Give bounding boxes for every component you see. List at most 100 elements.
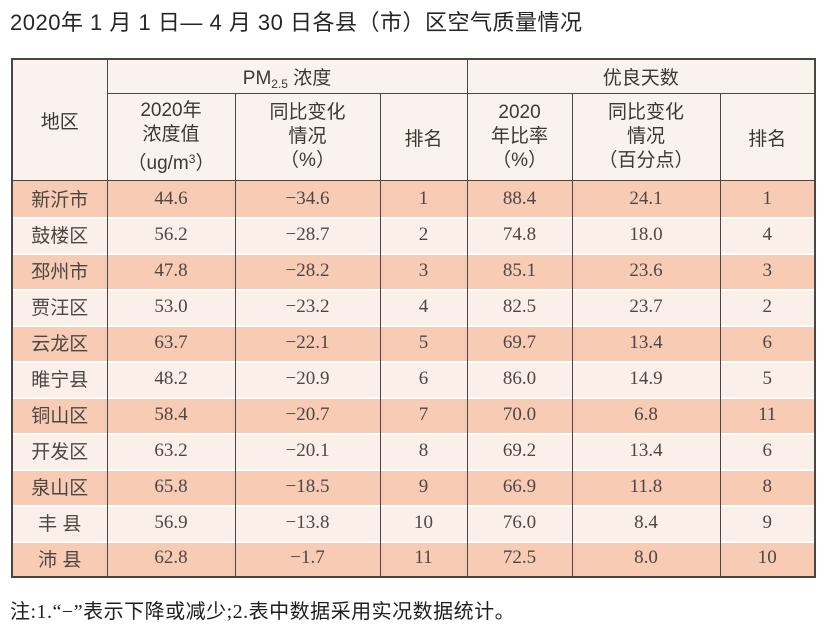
ratio_rank-cell: 6 [719, 432, 816, 469]
ratio-value-cell: 72.5 [466, 540, 573, 577]
page-title: 2020年 1 月 1 日— 4 月 30 日各县（市）区空气质量情况 [10, 10, 583, 35]
pm_change-cell: −13.8 [234, 504, 381, 541]
pm_change-cell: −20.9 [234, 360, 381, 397]
pm25-label-sub: 2.5 [271, 76, 288, 91]
pm_rank-cell: 8 [379, 432, 468, 469]
ratio-value-cell: 69.2 [466, 432, 573, 469]
pm25-label-suffix: 浓度 [287, 67, 332, 89]
ratio_rank-cell: 2 [719, 288, 816, 325]
good-change-header: 同比变化 情况 （百分点） [571, 93, 721, 181]
ratio-value-cell: 66.9 [466, 468, 573, 505]
pm_change-cell: −20.1 [234, 432, 381, 469]
region-cell: 睢宁县 [11, 360, 108, 397]
pm-value-cell: 63.2 [106, 432, 236, 469]
ratio_rank-cell: 5 [719, 360, 816, 397]
ratio_rank-cell: 6 [719, 324, 816, 361]
table-row: 贾汪区 53.0 −23.2 4 82.5 23.7 2 [11, 288, 816, 325]
region-cell: 开发区 [11, 432, 108, 469]
ratio-value-cell: 88.4 [466, 180, 573, 217]
ratio_rank-cell: 1 [719, 180, 816, 217]
pm25-label-prefix: PM [242, 67, 272, 89]
table-row: 睢宁县 48.2 −20.9 6 86.0 14.9 5 [11, 360, 816, 397]
ratio_change-cell: 23.7 [571, 288, 721, 325]
pm_rank-cell: 7 [379, 396, 468, 433]
pm-value-cell: 47.8 [106, 252, 236, 289]
pm-value-cell: 56.2 [106, 216, 236, 253]
table-body: 新沂市 44.6 −34.6 1 88.4 24.1 1 鼓楼区 56.2 −28.7 2 74.8 1… [11, 180, 816, 577]
pm_rank-cell: 2 [379, 216, 468, 253]
ratio_rank-cell: 10 [719, 540, 816, 577]
pm_change-cell: −28.2 [234, 252, 381, 289]
pm_change-cell: −34.6 [234, 180, 381, 217]
region-cell: 铜山区 [11, 396, 108, 433]
region-column-header: 地区 [11, 59, 108, 181]
pm-value-cell: 53.0 [106, 288, 236, 325]
header-sub-row: 2020年 浓度值 （ug/m3） 同比变化 情况 （%） 排名 2020 年比… [12, 93, 816, 181]
ratio_rank-cell: 4 [719, 216, 816, 253]
region-cell: 鼓楼区 [11, 216, 108, 253]
ratio_change-cell: 8.4 [571, 504, 721, 541]
table-row: 开发区 63.2 −20.1 8 69.2 13.4 6 [11, 432, 816, 469]
table-header: 地区 PM2.5 浓度 优良天数 2020年 浓度值 （ug/m3） 同比变化 … [11, 59, 816, 181]
good-ratio-header: 2020 年比率 （%） [466, 93, 573, 181]
pm_change-cell: −18.5 [234, 468, 381, 505]
ratio-value-cell: 70.0 [466, 396, 573, 433]
region-cell: 邳州市 [11, 252, 108, 289]
ratio_change-cell: 11.8 [571, 468, 721, 505]
good-rank-header: 排名 [719, 93, 816, 181]
pm_rank-cell: 10 [379, 504, 468, 541]
ratio_change-cell: 13.4 [571, 324, 721, 361]
ratio_change-cell: 8.0 [571, 540, 721, 577]
pm_change-cell: −23.2 [234, 288, 381, 325]
region-cell: 丰 县 [11, 504, 108, 541]
table-row: 泉山区 65.8 −18.5 9 66.9 11.8 8 [11, 468, 816, 505]
pm_rank-cell: 1 [379, 180, 468, 217]
pm-value-cell: 63.7 [106, 324, 236, 361]
table-row: 铜山区 58.4 −20.7 7 70.0 6.8 11 [11, 396, 816, 433]
ratio_change-cell: 13.4 [571, 432, 721, 469]
ratio_rank-cell: 11 [719, 396, 816, 433]
pm-value-cell: 58.4 [106, 396, 236, 433]
ratio-value-cell: 82.5 [466, 288, 573, 325]
ratio_change-cell: 23.6 [571, 252, 721, 289]
table-row: 新沂市 44.6 −34.6 1 88.4 24.1 1 [11, 180, 816, 217]
ratio_rank-cell: 8 [719, 468, 816, 505]
ratio-value-cell: 76.0 [466, 504, 573, 541]
table-row: 邳州市 47.8 −28.2 3 85.1 23.6 3 [11, 252, 816, 289]
table-row: 丰 县 56.9 −13.8 10 76.0 8.4 9 [11, 504, 816, 541]
pm_rank-cell: 5 [379, 324, 468, 361]
pm25-group-header: PM2.5 浓度 [106, 59, 468, 94]
pm_change-cell: −28.7 [234, 216, 381, 253]
pm-value-cell: 44.6 [106, 180, 236, 217]
pm-value-cell: 65.8 [106, 468, 236, 505]
pm-value-header: 2020年 浓度值 （ug/m3） [106, 93, 236, 181]
pm_rank-cell: 3 [379, 252, 468, 289]
table-row: 鼓楼区 56.2 −28.7 2 74.8 18.0 4 [11, 216, 816, 253]
pm-change-header: 同比变化 情况 （%） [234, 93, 381, 181]
pm_rank-cell: 11 [379, 540, 468, 577]
region-cell: 沛 县 [11, 540, 108, 577]
ratio-value-cell: 69.7 [466, 324, 573, 361]
pm-value-cell: 48.2 [106, 360, 236, 397]
ratio_change-cell: 14.9 [571, 360, 721, 397]
ratio_rank-cell: 3 [719, 252, 816, 289]
pm_rank-cell: 9 [379, 468, 468, 505]
ratio-value-cell: 86.0 [466, 360, 573, 397]
good-days-group-header: 优良天数 [466, 59, 816, 94]
pm_rank-cell: 6 [379, 360, 468, 397]
header-group-row: 地区 PM2.5 浓度 优良天数 [11, 59, 816, 181]
ratio_change-cell: 24.1 [571, 180, 721, 217]
pm-value-cell: 56.9 [106, 504, 236, 541]
region-cell: 新沂市 [11, 180, 108, 217]
ratio_rank-cell: 9 [719, 504, 816, 541]
pm_change-cell: −20.7 [234, 396, 381, 433]
region-cell: 泉山区 [11, 468, 108, 505]
pm-value-cell: 62.8 [106, 540, 236, 577]
pm_rank-cell: 4 [379, 288, 468, 325]
ratio_change-cell: 6.8 [571, 396, 721, 433]
pm_change-cell: −1.7 [234, 540, 381, 577]
region-cell: 贾汪区 [11, 288, 108, 325]
air-quality-table: 地区 PM2.5 浓度 优良天数 2020年 浓度值 （ug/m3） 同比变化 … [11, 58, 817, 578]
footnote: 注:1.“−”表示下降或减少;2.表中数据采用实况数据统计。 [10, 600, 516, 623]
ratio-value-cell: 74.8 [466, 216, 573, 253]
